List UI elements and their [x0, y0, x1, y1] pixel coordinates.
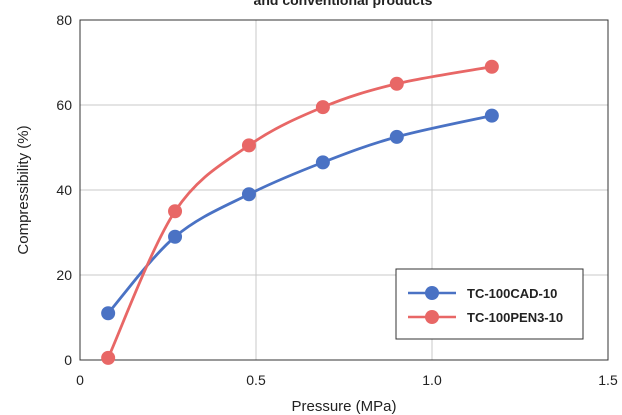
y-tick-label: 60	[56, 97, 72, 113]
data-point-tc-100cad-10	[241, 187, 256, 202]
x-axis-ticks: 0 0.5 1.0 1.5	[76, 372, 618, 388]
series-line-tc-100cad-10	[107, 114, 493, 315]
data-point-tc-100pen3-10	[101, 350, 116, 365]
x-tick-label: 0	[76, 372, 84, 388]
data-point-tc-100pen3-10	[484, 59, 499, 74]
data-point-tc-100cad-10	[389, 129, 404, 144]
y-tick-label: 40	[56, 182, 72, 198]
y-axis-ticks: 0 20 40 60 80	[56, 12, 72, 368]
y-tick-label: 0	[64, 352, 72, 368]
data-point-tc-100pen3-10	[315, 100, 330, 115]
legend-label-tc-100cad-10: TC-100CAD-10	[467, 286, 557, 301]
y-axis-title: Compressibility (%)	[15, 125, 32, 254]
chart-title: and conventional products	[254, 0, 433, 8]
data-point-tc-100pen3-10	[168, 204, 183, 219]
legend-marker-tc-100pen3-10	[425, 310, 439, 324]
x-tick-label: 1.5	[598, 372, 618, 388]
data-point-tc-100cad-10	[315, 155, 330, 170]
x-axis-title: Pressure (MPa)	[291, 398, 396, 415]
x-tick-label: 0.5	[246, 372, 266, 388]
legend-label-tc-100pen3-10: TC-100PEN3-10	[467, 310, 563, 325]
data-point-tc-100cad-10	[484, 108, 499, 123]
y-tick-label: 80	[56, 12, 72, 28]
legend: TC-100CAD-10 TC-100PEN3-10	[395, 268, 584, 340]
x-tick-label: 1.0	[422, 372, 442, 388]
data-point-tc-100pen3-10	[241, 138, 256, 153]
data-point-tc-100cad-10	[101, 306, 116, 321]
data-point-tc-100cad-10	[168, 229, 183, 244]
legend-marker-tc-100cad-10	[425, 286, 439, 300]
series-group	[101, 59, 499, 365]
y-tick-label: 20	[56, 267, 72, 283]
data-point-tc-100pen3-10	[389, 76, 404, 91]
plot-area-border	[79, 19, 609, 361]
legend-box	[395, 268, 584, 340]
